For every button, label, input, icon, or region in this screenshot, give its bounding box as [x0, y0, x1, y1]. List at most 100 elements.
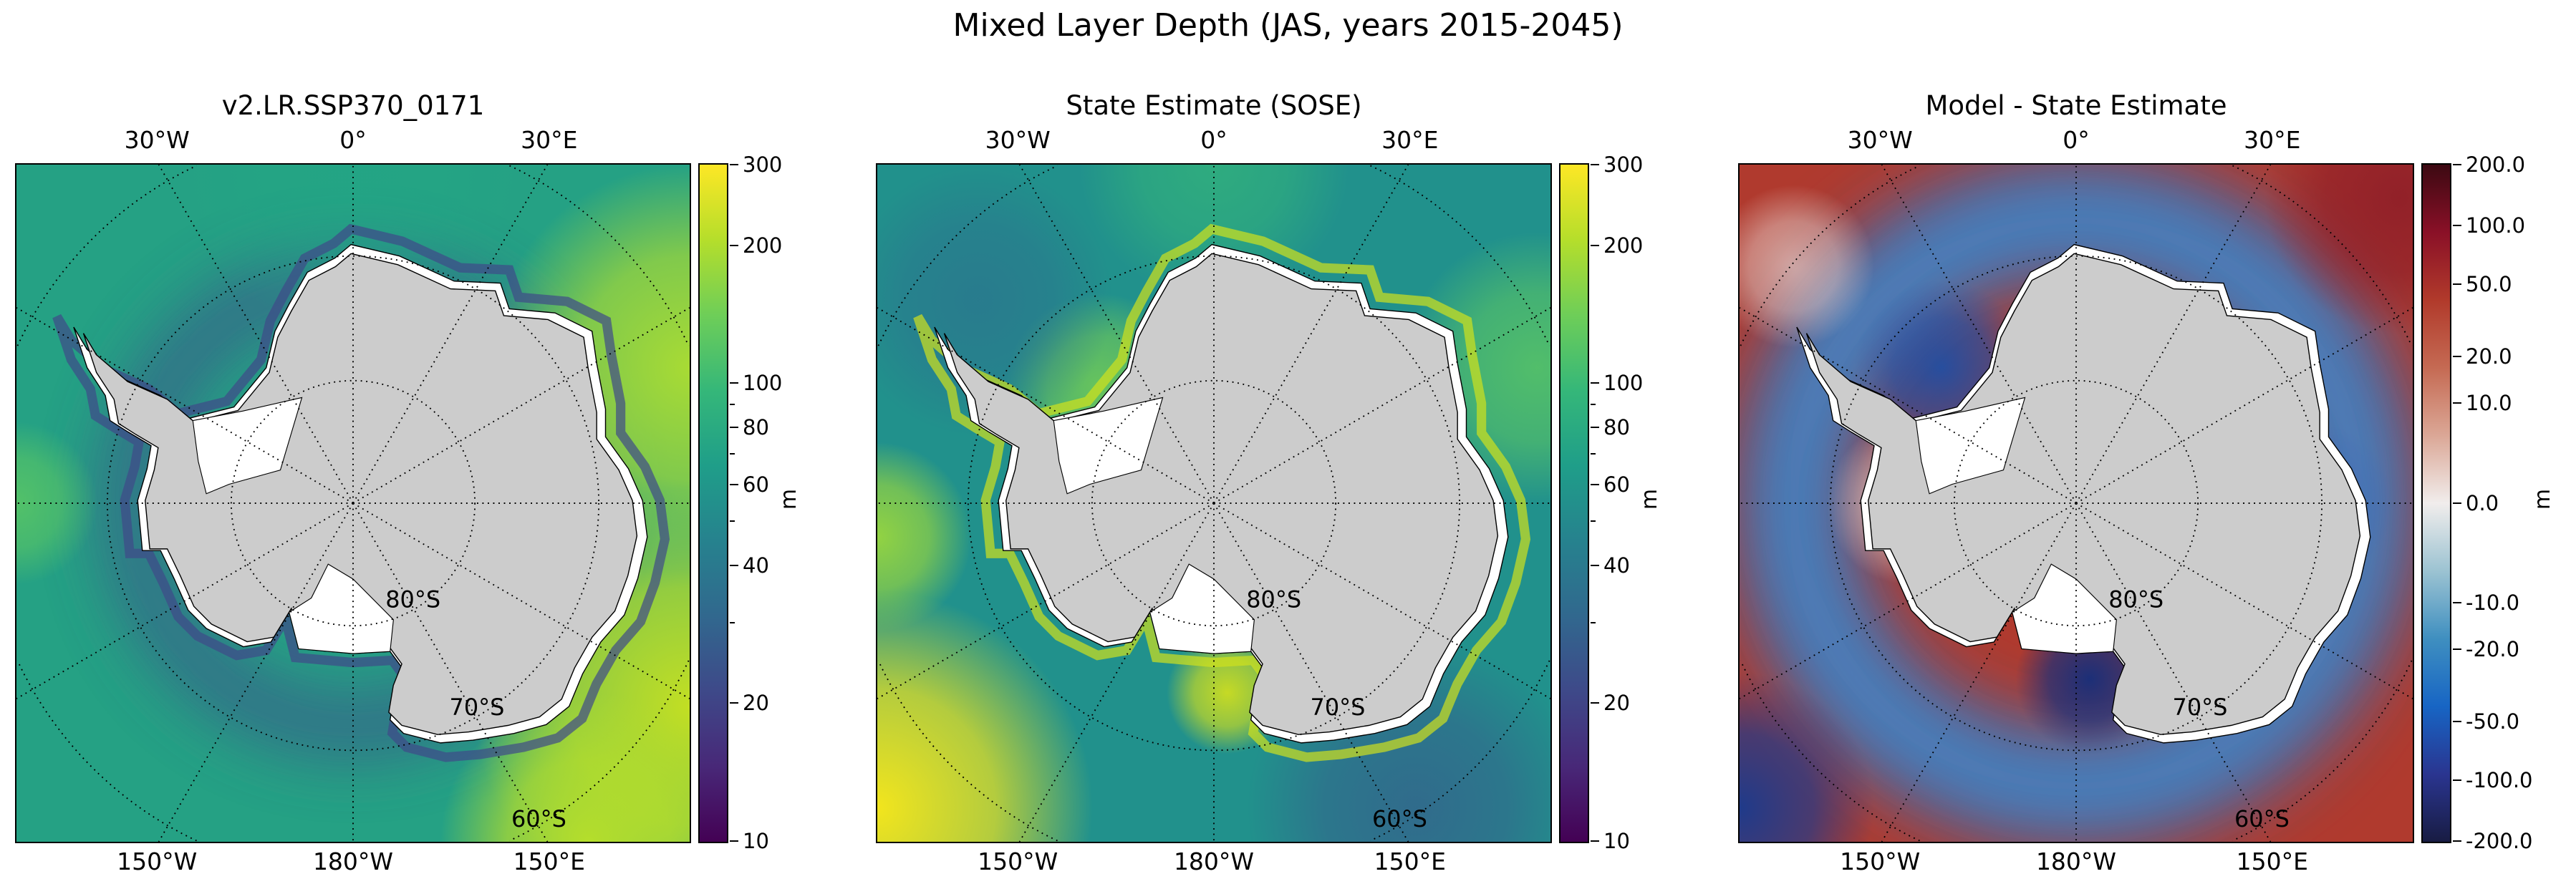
lon-label-bottom: 150°W	[1840, 847, 1921, 875]
colorbar-tick	[2453, 720, 2461, 722]
colorbar-tick	[730, 427, 738, 429]
colorbar-label: m	[2530, 488, 2556, 510]
map-canvas[interactable]: 80°S 70°S 60°S	[877, 165, 1550, 842]
map-panel[interactable]: 80°S 70°S 60°S	[876, 163, 1552, 843]
colorbar-tick-label: -50.0	[2466, 709, 2520, 734]
meridian-line	[1213, 165, 1409, 504]
ronne-ice-shelf	[192, 397, 303, 495]
meridian-line	[1018, 502, 1215, 842]
lon-label-top: 30°E	[2244, 126, 2301, 154]
colorbar-tick-label: 80	[743, 415, 769, 440]
panel-title: v2.LR.SSP370_0171	[221, 90, 485, 121]
colorbar-tick-label: 200	[1603, 233, 1644, 258]
lon-label-bottom: 150°E	[1374, 847, 1446, 875]
meridian-line	[1213, 307, 1550, 504]
colorbar-tick-label: 60	[1603, 472, 1630, 497]
meridian-line	[158, 165, 354, 504]
lon-label-bottom: 150°E	[2236, 847, 2308, 875]
meridian-line	[1018, 165, 1215, 504]
colorbar-tick	[2453, 840, 2461, 842]
colorbar-tick	[730, 840, 738, 842]
colorbar-minor-tick	[1591, 621, 1596, 623]
meridian-line	[352, 502, 549, 842]
colorbar-tick-label: -20.0	[2466, 637, 2520, 662]
lon-label-bottom: 180°W	[312, 847, 394, 875]
colorbar-minor-tick	[730, 453, 735, 455]
colorbar-tick-label: 0.0	[2466, 490, 2499, 515]
colorbar-tick-label: 80	[1603, 415, 1630, 440]
colorbar-tick-label: -200.0	[2466, 829, 2533, 853]
colorbar-tick-label: -10.0	[2466, 591, 2520, 616]
colorbar-tick-label: -100.0	[2466, 767, 2533, 792]
colorbar-minor-tick	[1591, 403, 1596, 405]
map-canvas[interactable]: 80°S 70°S 60°S	[1740, 165, 2413, 842]
lon-label-top: 0°	[339, 126, 367, 154]
colorbar-tick	[730, 164, 738, 165]
colorbar: 200.0 100.0 50.0 20.0 10.0 0.0 -10.0 -20.0 -50.0…	[2421, 152, 2533, 853]
colorbar-tick	[1591, 484, 1599, 486]
ocean-patch	[1740, 672, 1874, 842]
colorbar-tick	[1591, 702, 1599, 704]
ross-ice-shelf	[2012, 563, 2117, 654]
ronne-ice-shelf	[1915, 397, 2026, 495]
map-panel[interactable]: 80°S 70°S 60°S	[1738, 163, 2414, 843]
meridian-line	[877, 502, 1215, 699]
lon-label-top: 30°W	[985, 126, 1051, 154]
colorbar-tick-label: 50.0	[2466, 272, 2512, 297]
lon-label-top: 30°W	[124, 126, 190, 154]
colorbar-tick	[730, 382, 738, 384]
colorbar-tick	[730, 702, 738, 704]
colorbar-label: m	[776, 488, 802, 510]
meridian-line	[158, 502, 354, 842]
lat-label: 70°S	[450, 694, 505, 721]
lon-label-bottom: 180°W	[1173, 847, 1255, 875]
colorbar-tick	[1591, 382, 1599, 384]
meridian-line	[352, 165, 549, 504]
colorbar-tick-label: 10	[743, 829, 769, 853]
map-canvas[interactable]: 80°S 70°S 60°S	[16, 165, 690, 842]
colorbar-tick	[2453, 402, 2461, 404]
colorbar-label: m	[1637, 488, 1663, 510]
colorbar-minor-tick	[1591, 520, 1596, 522]
latitude-circle	[230, 379, 476, 627]
colorbar-minor-tick	[1591, 453, 1596, 455]
colorbar-tick-label: 20	[1603, 691, 1630, 716]
colorbar-tick-label: 100	[1603, 371, 1644, 396]
map-panel[interactable]: 80°S 70°S 60°S	[15, 163, 691, 843]
colorbar-minor-tick	[730, 403, 735, 405]
lon-label-bottom: 150°W	[117, 847, 198, 875]
meridian-line	[352, 502, 690, 699]
colorbar-tick	[1591, 244, 1599, 246]
colorbar-tick	[1591, 840, 1599, 842]
lat-label: 60°S	[1372, 805, 1427, 832]
lon-label-bottom: 180°W	[2035, 847, 2117, 875]
colorbar-tick-label: 100.0	[2466, 213, 2526, 238]
meridian-line	[1213, 502, 1409, 842]
latitude-circle	[1740, 165, 2413, 842]
panel-title: Model - State Estimate	[1925, 90, 2227, 121]
colorbar-tick	[1591, 164, 1599, 165]
colorbar-tick	[2453, 225, 2461, 227]
meridian-line	[352, 307, 690, 504]
lat-label: 60°S	[2234, 805, 2290, 832]
colorbar-tick	[730, 244, 738, 246]
colorbar-tick	[1591, 564, 1599, 566]
colorbar-tick	[730, 564, 738, 566]
colorbar-tick-label: 40	[1603, 553, 1630, 578]
latitude-circle	[1091, 379, 1337, 627]
figure-suptitle: Mixed Layer Depth (JAS, years 2015-2045)	[952, 7, 1624, 44]
meridian-line	[2075, 502, 2272, 842]
lat-label: 60°S	[511, 805, 566, 832]
meridian-line	[2075, 165, 2272, 504]
colorbar-tick	[2453, 283, 2461, 286]
colorbar: 300 200 100 80 60 40 20 10	[1559, 152, 1643, 853]
lon-label-top: 30°E	[521, 126, 578, 154]
meridian-line	[1740, 307, 2077, 504]
colorbar-tick-label: 10	[1603, 829, 1630, 853]
colorbar-tick-label: 20.0	[2466, 344, 2512, 369]
panel-title: State Estimate (SOSE)	[1066, 90, 1362, 121]
latitude-circle	[877, 165, 1550, 842]
ross-ice-shelf	[1149, 563, 1255, 654]
colorbar: 300 200 100 80 60 40 20 10	[698, 152, 782, 853]
meridian-line	[1740, 502, 2077, 699]
